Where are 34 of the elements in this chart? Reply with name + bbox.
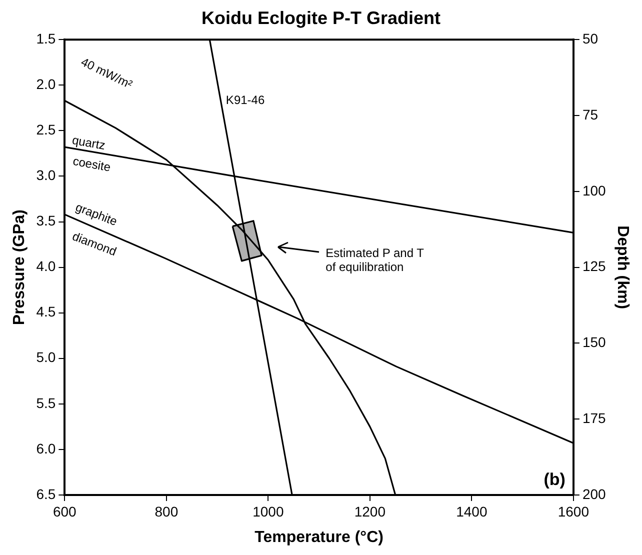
y-tick-label: 3.5 <box>36 212 56 229</box>
annotation: K91-46 <box>226 92 265 107</box>
annotation: quartz <box>71 132 106 153</box>
x-tick-label: 1200 <box>354 503 386 520</box>
y2-tick-label: 100 <box>582 182 606 198</box>
y-tick-label: 5.5 <box>36 394 56 411</box>
x-tick-label: 1000 <box>252 503 284 520</box>
y-tick-label: 4.0 <box>36 258 56 274</box>
y2-tick-label: 175 <box>582 410 606 426</box>
annotation: (b) <box>544 470 566 490</box>
chart-title: Koidu Eclogite P-T Gradient <box>201 8 441 28</box>
y2-tick-label: 200 <box>582 486 606 502</box>
y-tick-label: 2.5 <box>36 122 56 138</box>
y-tick-label: 4.5 <box>36 304 56 320</box>
annotation: coesite <box>72 154 112 174</box>
y-axis-title: Pressure (GPa) <box>11 209 28 326</box>
y2-tick-label: 125 <box>582 258 606 274</box>
y-tick-label: 1.5 <box>36 30 56 46</box>
annotation: graphite <box>74 200 120 229</box>
x-tick-label: 600 <box>52 503 77 520</box>
y-tick-label: 5.0 <box>36 349 56 366</box>
y-tick-label: 6.0 <box>36 440 56 456</box>
y-tick-label: 6.5 <box>36 486 56 502</box>
x-tick-label: 800 <box>154 503 178 520</box>
y-tick-label: 3.0 <box>36 167 56 184</box>
x-axis-title: Temperature (°C) <box>254 528 384 546</box>
y2-axis-title: Depth (km) <box>614 226 631 310</box>
y2-tick-label: 50 <box>582 30 598 46</box>
y2-tick-label: 75 <box>582 106 598 122</box>
annotation: Estimated P and T of equilibration <box>326 246 425 274</box>
y-tick-label: 2.0 <box>36 76 56 92</box>
x-tick-label: 1600 <box>558 503 590 520</box>
x-tick-label: 1400 <box>456 503 488 520</box>
y2-tick-label: 150 <box>582 334 606 350</box>
